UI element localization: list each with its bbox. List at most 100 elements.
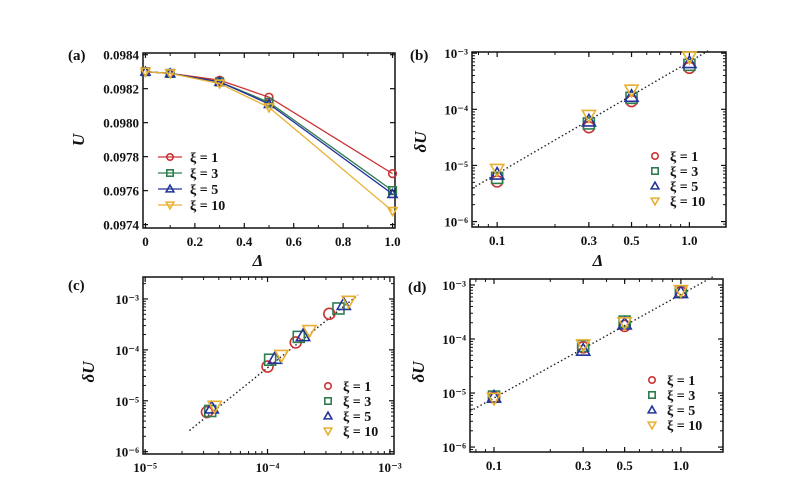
legend-marker	[164, 183, 176, 193]
data-point	[301, 324, 318, 339]
legend-entry: ξ = 3	[323, 395, 371, 410]
series-line	[145, 71, 393, 212]
y-tick-label: 10⁻⁶	[442, 440, 466, 455]
x-tick-label: 1.0	[681, 233, 697, 248]
legend-label: ξ = 1	[343, 380, 371, 395]
x-tick-label: 1.0	[673, 458, 689, 473]
legend-label: ξ = 5	[190, 183, 218, 198]
x-tick-label: 0.5	[623, 233, 640, 248]
data-point	[681, 54, 698, 69]
data-point	[386, 206, 399, 218]
y-tick-label: 0.0984	[103, 48, 139, 63]
legend-entry: ξ = 5	[646, 404, 695, 419]
legend-entry: ξ = 5	[649, 180, 698, 195]
data-point	[139, 67, 152, 78]
data-point	[623, 84, 640, 99]
data-point	[575, 339, 592, 354]
data-point	[486, 388, 502, 403]
data-point	[263, 353, 277, 367]
y-tick-label: 10⁻⁴	[442, 332, 466, 347]
y-tick-label: 10⁻⁵	[115, 394, 139, 409]
legend-label: ξ = 1	[670, 150, 698, 165]
y-tick-label: 0.0980	[103, 116, 139, 131]
x-tick-label: 0.6	[286, 234, 303, 249]
legend-marker	[646, 404, 658, 414]
legend-label: ξ = 10	[667, 419, 702, 434]
x-tick-label: 0.5	[617, 458, 634, 473]
series-2	[203, 302, 345, 418]
panel-label: (b)	[410, 48, 428, 64]
legend-marker	[323, 381, 332, 390]
plot-frame	[471, 51, 727, 228]
x-tick-label: 0.3	[575, 458, 592, 473]
legend-label: ξ = 1	[667, 374, 695, 389]
fit-line	[469, 275, 715, 412]
legend-entry: ξ = 3	[158, 167, 218, 182]
panel-d: 0.1 0.3 0.5 1.010⁻⁶10⁻⁵10⁻⁴10⁻³(d)δU ξ = 1ξ …	[408, 275, 724, 473]
legend-marker	[650, 167, 659, 176]
y-tick-label: 0.0978	[103, 150, 139, 165]
series-4	[486, 284, 689, 407]
data-point	[273, 349, 290, 364]
data-point	[263, 103, 275, 114]
legend-marker	[166, 153, 175, 162]
y-tick-label: 10⁻³	[442, 278, 466, 293]
series-4	[139, 67, 399, 218]
legend-entry: ξ = 10	[322, 425, 378, 440]
legend-entry: ξ = 1	[323, 380, 371, 395]
y-tick-label: 0.0976	[103, 184, 139, 199]
legend-entry: ξ = 1	[647, 374, 695, 389]
data-point	[489, 165, 506, 180]
series-line	[145, 71, 393, 195]
data-point	[623, 88, 640, 103]
y-axis-label: δU	[409, 361, 428, 383]
x-tick-label: 0.1	[486, 458, 502, 473]
x-tick-label: 1.0	[384, 234, 400, 249]
series-2	[140, 67, 398, 196]
legend-marker	[323, 396, 332, 405]
y-tick-label: 0.0982	[103, 82, 139, 97]
series-3	[489, 54, 698, 180]
legend-label: ξ = 3	[343, 395, 371, 410]
legend-label: ξ = 5	[667, 404, 695, 419]
legend-marker	[646, 421, 658, 431]
y-tick-label: 10⁻⁵	[444, 158, 468, 173]
plot-frame	[469, 278, 724, 453]
x-axis-label: Δ	[592, 251, 604, 270]
panel-label: (a)	[68, 48, 86, 64]
data-point	[261, 360, 274, 373]
y-tick-label: 10⁻⁶	[115, 445, 139, 460]
data-point	[681, 51, 698, 66]
legend-marker	[322, 427, 334, 437]
legend-entry: ξ = 10	[649, 195, 705, 210]
data-point	[486, 392, 502, 407]
data-point	[213, 75, 226, 87]
legend-entry: ξ = 5	[158, 183, 218, 198]
legend-label: ξ = 3	[667, 389, 695, 404]
panel-label: (d)	[408, 280, 426, 296]
x-tick-label: 0.4	[236, 234, 253, 249]
series-line	[145, 71, 393, 175]
data-point	[672, 284, 689, 299]
legend-entry: ξ = 10	[646, 419, 702, 434]
data-point	[340, 295, 357, 310]
legend-entry: ξ = 1	[650, 150, 698, 165]
x-tick-label: 0	[142, 234, 149, 249]
data-point	[489, 163, 506, 178]
data-point	[203, 399, 220, 414]
y-axis-label: U	[69, 133, 88, 146]
y-tick-label: 10⁻⁵	[442, 386, 466, 401]
y-tick-label: 10⁻⁴	[115, 343, 139, 358]
legend-entry: ξ = 10	[158, 199, 225, 214]
data-point	[292, 330, 306, 344]
y-tick-label: 10⁻⁶	[444, 215, 468, 230]
y-tick-label: 0.0974	[103, 218, 139, 233]
x-tick-label: 10⁻⁵	[133, 460, 157, 475]
legend-marker	[166, 169, 175, 178]
data-point	[295, 327, 312, 342]
x-tick-label: 10⁻³	[378, 460, 402, 475]
series-1	[200, 307, 336, 419]
legend-label: ξ = 3	[190, 167, 218, 182]
y-tick-label: 10⁻⁴	[444, 102, 468, 117]
